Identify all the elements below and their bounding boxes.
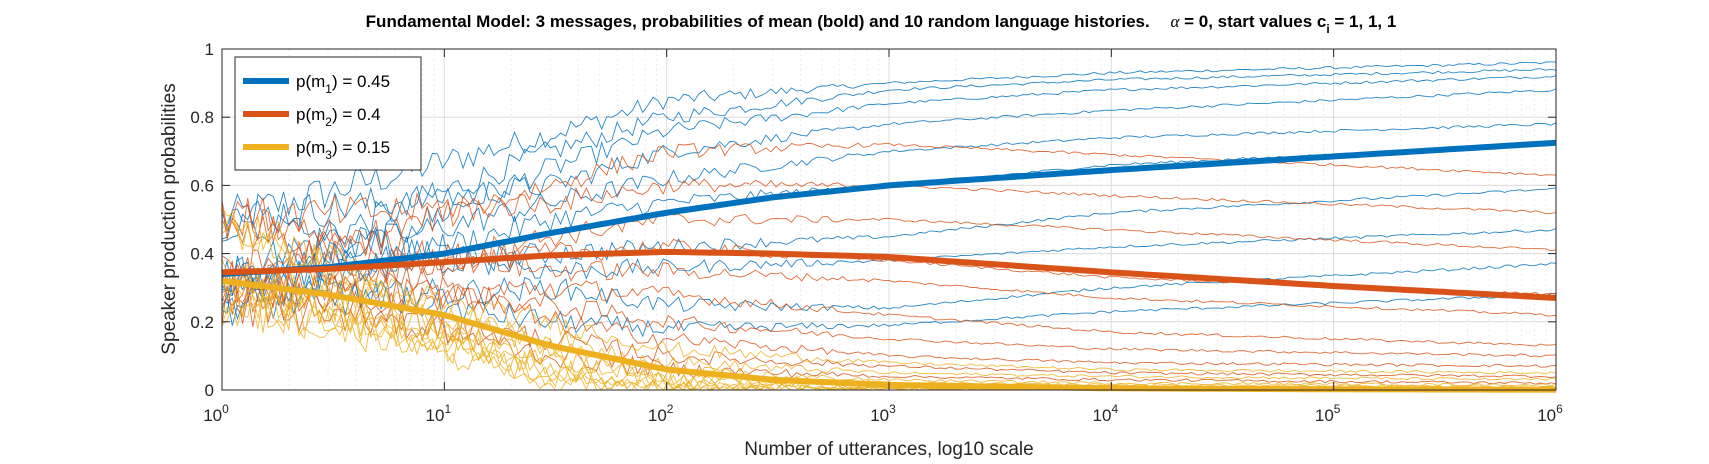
y-tick-label: 0.4 [190, 245, 214, 264]
chart-title: Fundamental Model: 3 messages, probabili… [366, 12, 1397, 36]
history-line [221, 75, 1557, 321]
x-tick-label: 106 [1537, 402, 1563, 425]
history-line [221, 200, 1557, 368]
legend-label: p(m3) = 0.15 [296, 138, 390, 162]
x-tick-label: 102 [648, 402, 674, 425]
chart-title-main: Fundamental Model: 3 messages, probabili… [366, 12, 1150, 31]
history-line [221, 122, 1557, 296]
y-tick-label: 1 [205, 40, 214, 59]
chart-title-c-values: = 1, 1, 1 [1330, 12, 1397, 31]
x-tick-label: 105 [1315, 402, 1341, 425]
history-line [221, 142, 1557, 291]
history-line [221, 260, 1557, 385]
y-tick-label: 0.8 [190, 108, 214, 127]
history-line [221, 291, 1557, 381]
history-line [221, 279, 1557, 347]
x-axis-label: Number of utterances, log10 scale [744, 439, 1033, 459]
x-tick-label: 101 [426, 402, 452, 425]
mean-line [221, 248, 1557, 301]
legend-label: p(m2) = 0.4 [296, 105, 381, 129]
legend: p(m1) = 0.45 p(m2) = 0.4 p(m3) = 0.15 [234, 56, 422, 171]
y-tick-label: 0.2 [190, 313, 214, 332]
y-axis-label: Speaker production probabilities [159, 83, 180, 354]
y-tick-label: 0 [205, 381, 214, 400]
history-line [221, 255, 1557, 358]
y-tick-labels: 0 0.2 0.4 0.6 0.8 1 [190, 40, 214, 400]
legend-label: p(m1) = 0.45 [296, 72, 390, 96]
history-line [221, 88, 1557, 242]
chart-title-alpha: α [1170, 12, 1180, 31]
history-line [221, 187, 1557, 299]
mean-line [221, 139, 1557, 278]
history-line [221, 61, 1556, 228]
chart-title-subscript: i [1326, 22, 1329, 36]
x-tick-label: 100 [203, 402, 229, 425]
ticks [221, 48, 1557, 391]
chart-title-alpha-rest: = 0, start values c [1179, 12, 1326, 31]
x-tick-label: 104 [1093, 402, 1119, 425]
y-tick-label: 0.6 [190, 176, 214, 195]
x-tick-label: 103 [870, 402, 896, 425]
x-tick-labels: 100 101 102 103 104 105 106 [203, 402, 1563, 425]
history-line [221, 68, 1557, 292]
